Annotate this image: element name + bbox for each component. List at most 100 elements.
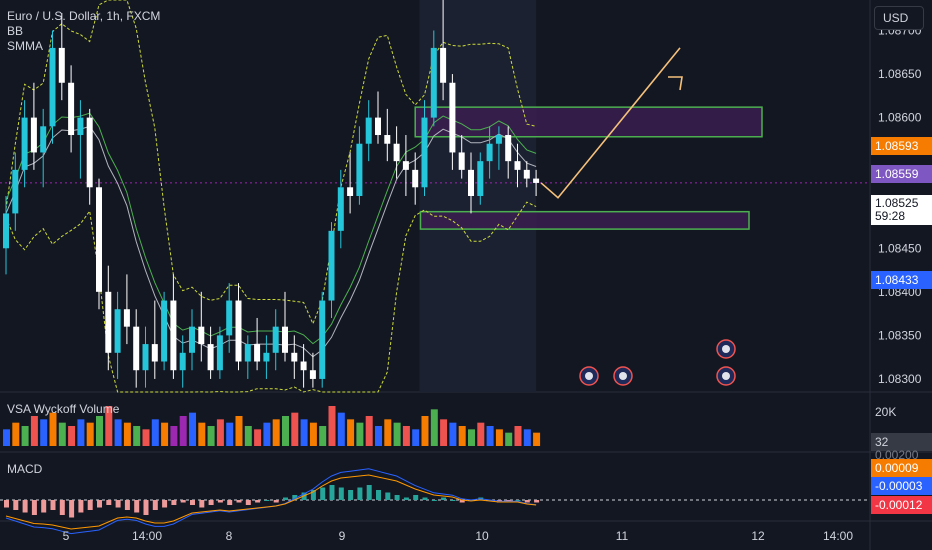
candle-body	[21, 117, 28, 170]
volume-bar	[3, 429, 10, 446]
candle-body	[337, 187, 344, 231]
volume-bar	[263, 422, 271, 446]
macd-hist-bar	[413, 495, 419, 500]
volume-bar	[309, 422, 317, 446]
candle-body	[133, 326, 140, 371]
price-tag-purple: 1.08559	[871, 165, 932, 183]
macd-hist-bar	[87, 500, 93, 510]
macd-line	[5, 468, 537, 535]
time-tick-label: 14:00	[132, 529, 162, 543]
time-tick-label: 12	[751, 529, 765, 543]
volume-bar	[161, 422, 169, 446]
macd-hist-bar	[357, 487, 363, 500]
candle-body	[495, 135, 502, 144]
current-price: 1.08525	[875, 196, 919, 210]
indicator-bb[interactable]: BB	[7, 24, 24, 38]
volume-bar	[58, 422, 66, 446]
volume-indicator-label[interactable]: VSA Wyckoff Volume	[7, 402, 120, 416]
volume-bar	[412, 429, 420, 446]
event-flag-icon	[585, 372, 593, 380]
macd-hist-bar	[320, 487, 326, 500]
macd-hist-bar	[394, 495, 400, 500]
candle-body	[114, 309, 121, 353]
candle-body	[77, 117, 84, 136]
volume-bar	[421, 416, 429, 446]
candle-body	[189, 326, 195, 353]
volume-bar	[189, 412, 196, 446]
volume-bar	[468, 429, 475, 446]
candle-body	[430, 47, 437, 118]
candle-body	[356, 143, 363, 196]
candle-body	[412, 169, 419, 188]
macd-hist-bar	[515, 500, 521, 501]
macd-scale-label: 0.00200	[875, 448, 919, 462]
currency-button[interactable]: USD	[874, 6, 924, 30]
macd-hist-bar	[431, 500, 437, 501]
macd-tag-macd: -0.00003	[871, 477, 932, 495]
candle-body	[282, 326, 288, 353]
candle-body	[449, 82, 456, 153]
candle-body	[402, 161, 409, 170]
macd-hist-bar	[13, 500, 19, 510]
volume-bar	[449, 422, 457, 446]
macd-hist-bar	[69, 500, 75, 518]
indicator-smma[interactable]: SMMA	[7, 39, 43, 53]
volume-bar	[21, 426, 29, 446]
price-tick-label: 1.08450	[878, 241, 922, 255]
macd-hist-bar	[524, 500, 530, 503]
candle-body	[179, 352, 186, 371]
candle-body	[486, 143, 493, 162]
candle-body	[514, 161, 521, 170]
macd-hist-bar	[4, 500, 9, 508]
candle-body	[347, 187, 354, 196]
macd-hist-bar	[97, 500, 102, 508]
volume-bar	[430, 409, 438, 446]
macd-hist-bar	[78, 500, 84, 513]
candle-body	[309, 370, 316, 379]
macd-hist-bar	[217, 500, 223, 503]
projection-path	[540, 47, 681, 199]
macd-indicator-label[interactable]: MACD	[7, 462, 43, 476]
macd-hist-bar	[106, 500, 112, 505]
candle-body	[272, 326, 279, 353]
volume-bar	[337, 412, 345, 446]
macd-hist-bar	[41, 500, 47, 513]
macd-hist-bar	[152, 500, 158, 510]
bb-lower-band	[5, 201, 537, 393]
volume-bar	[151, 419, 159, 446]
volume-bar	[105, 406, 113, 446]
macd-hist-bar	[292, 495, 298, 500]
volume-bar	[68, 426, 76, 446]
macd-hist-bar	[22, 500, 28, 513]
event-flag-icon	[722, 345, 730, 353]
macd-hist-bar	[236, 500, 242, 503]
volume-bar	[319, 426, 327, 446]
price-tick-label: 1.08350	[878, 328, 922, 342]
volume-bar	[244, 426, 252, 446]
supply-demand-zone	[414, 106, 763, 138]
candle-body	[477, 161, 484, 196]
symbol-title[interactable]: Euro / U.S. Dollar, 1h, FXCM	[7, 9, 161, 23]
candle-body	[533, 178, 540, 183]
candle-body	[235, 300, 242, 362]
macd-hist-bar	[338, 487, 344, 500]
volume-bar	[393, 422, 401, 446]
price-tick-label: 1.08650	[878, 67, 922, 81]
volume-bar	[142, 429, 150, 446]
volume-bar	[170, 426, 178, 446]
time-tick-label: 9	[339, 529, 346, 543]
event-flag-icon	[619, 372, 627, 380]
macd-hist-bar	[348, 490, 354, 500]
macd-hist-bar	[50, 500, 56, 510]
volume-bar	[254, 429, 262, 446]
bb-basis	[5, 125, 537, 358]
candle-body	[319, 300, 326, 379]
projection-arrowhead	[668, 76, 683, 91]
candle-body	[96, 187, 102, 292]
macd-hist-bar	[403, 497, 409, 500]
volume-bar	[133, 426, 141, 446]
candle-body	[12, 169, 19, 214]
macd-hist-bar	[264, 500, 270, 501]
volume-bar	[12, 422, 20, 446]
